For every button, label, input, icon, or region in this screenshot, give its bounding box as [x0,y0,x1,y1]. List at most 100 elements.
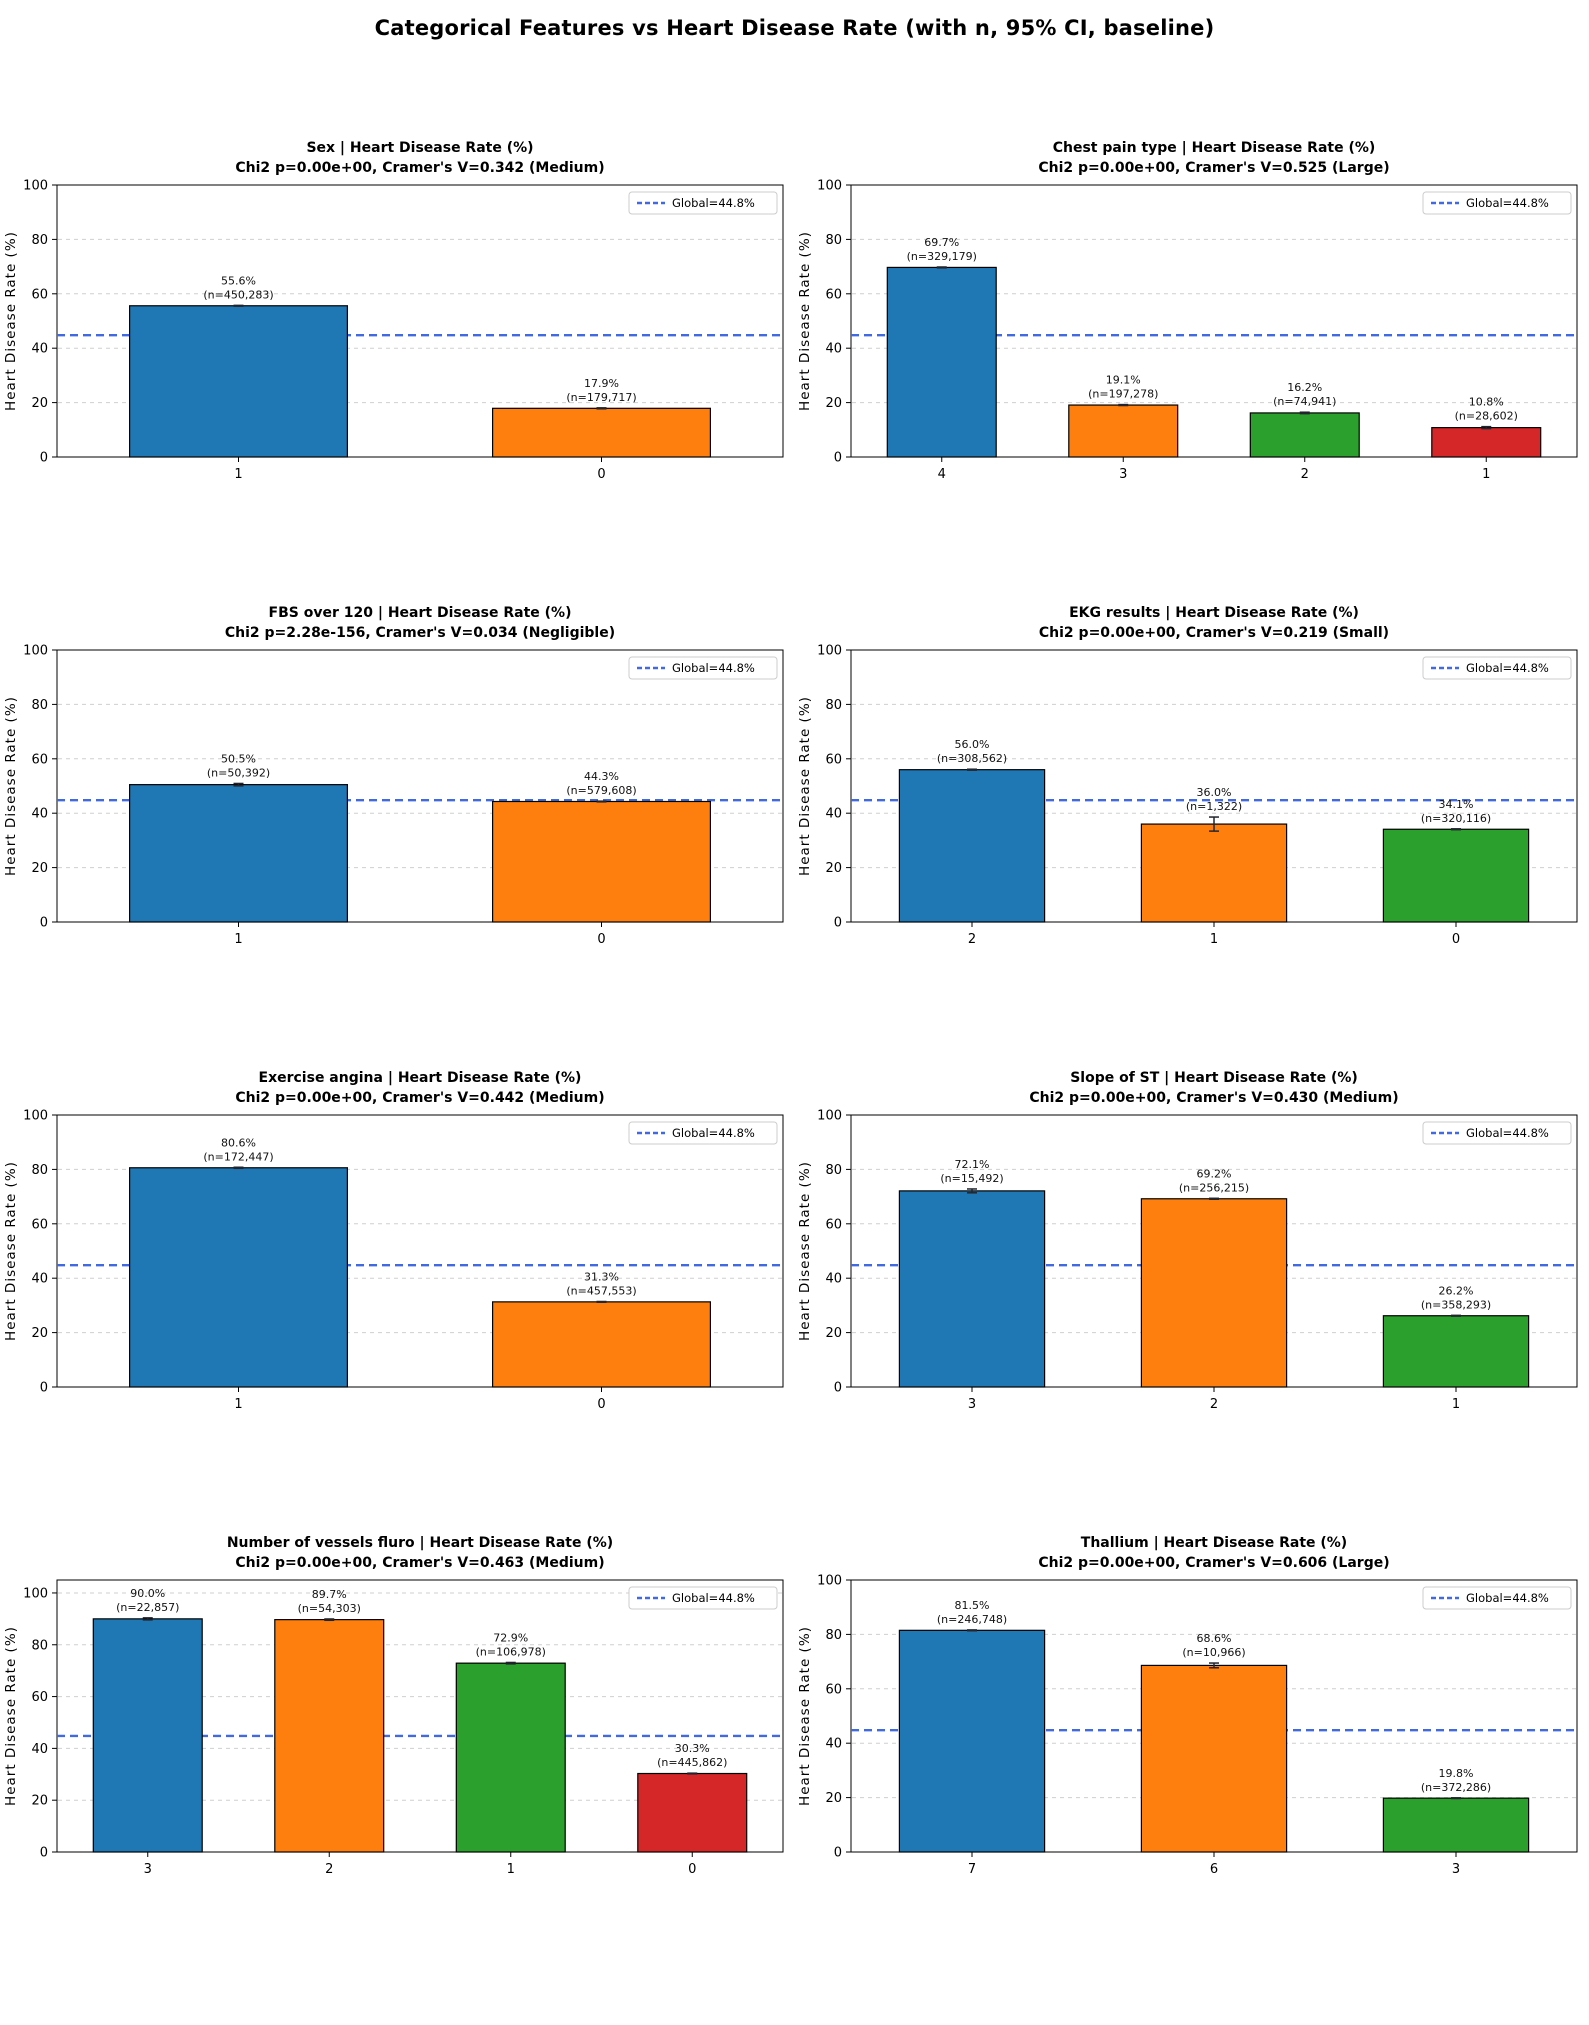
bar-count-label: (n=372,286) [1421,1781,1491,1794]
page-title: Categorical Features vs Heart Disease Ra… [374,16,1215,40]
bar-value-label: 30.3% [675,1742,710,1755]
legend-box [1422,1586,1572,1610]
y-tick-label: 100 [23,1586,48,1601]
bar-1 [1140,823,1288,923]
legend-label: Global=44.8% [672,196,755,210]
bar-count-label: (n=22,857) [116,1601,179,1614]
legend-box [1422,656,1572,680]
y-tick-label: 40 [825,1737,842,1752]
y-tick-label: 40 [31,1742,48,1757]
y-tick-label: 80 [825,698,842,713]
x-tick-label: 2 [968,932,976,947]
y-axis-label: Heart Disease Rate (%) [797,1161,813,1341]
x-tick-label: 4 [938,467,946,482]
legend-label: Global=44.8% [1466,661,1549,675]
bar-value-label: 80.6% [221,1136,256,1149]
legend-label: Global=44.8% [672,1126,755,1140]
chart-subtitle: Chi2 p=0.00e+00, Cramer's V=0.442 (Mediu… [235,1090,605,1106]
y-tick-label: 80 [31,1163,48,1178]
y-tick-label: 100 [23,1109,48,1124]
bar-1 [455,1662,566,1853]
bar-2 [898,769,1046,923]
bar-count-label: (n=106,978) [476,1645,546,1658]
chart-subtitle: Chi2 p=0.00e+00, Cramer's V=0.525 (Large… [1038,160,1390,176]
y-tick-label: 60 [825,287,842,302]
subplot-fbs-over-120: FBS over 120 | Heart Disease Rate (%) Ch… [0,603,794,1068]
x-tick-label: 2 [1210,1397,1218,1412]
bar-0 [492,1301,712,1388]
y-tick-label: 100 [817,1109,842,1124]
bar-3 [1068,404,1179,458]
x-tick-label: 1 [1210,932,1218,947]
bar-4 [886,266,997,458]
x-tick-label: 1 [1482,467,1490,482]
x-tick-label: 6 [1210,1862,1218,1877]
bar-3 [92,1618,203,1853]
y-axis-label: Heart Disease Rate (%) [3,1161,19,1341]
y-axis-label: Heart Disease Rate (%) [797,231,813,411]
legend-label: Global=44.8% [672,661,755,675]
y-tick-label: 40 [31,342,48,357]
bar-count-label: (n=197,278) [1088,388,1158,401]
x-tick-label: 1 [507,1862,515,1877]
chart-title: Exercise angina | Heart Disease Rate (%) [258,1070,582,1086]
bar-value-label: 19.8% [1439,1767,1474,1780]
bar-value-label: 17.9% [584,377,619,390]
bar-value-label: 72.1% [955,1158,990,1171]
y-tick-label: 40 [825,1272,842,1287]
bar-count-label: (n=256,215) [1179,1181,1249,1194]
x-tick-label: 0 [688,1862,696,1877]
y-tick-label: 80 [31,233,48,248]
subplot-slope-of-st: Slope of ST | Heart Disease Rate (%) Chi… [794,1068,1588,1533]
x-tick-label: 1 [234,467,242,482]
y-tick-label: 0 [834,1381,842,1396]
legend-box [628,1121,778,1145]
bar-plot: 0 20 40 60 80 100 69.7%(n=329,179) 4 19.1%(n=197… [797,179,1578,482]
chart-title: Thallium | Heart Disease Rate (%) [1080,1535,1348,1551]
bar-value-label: 90.0% [130,1587,165,1600]
x-tick-label: 0 [597,932,605,947]
legend-label: Global=44.8% [1466,1126,1549,1140]
bar-value-label: 56.0% [955,738,990,751]
bar-count-label: (n=450,283) [203,288,273,301]
bar-2 [1140,1198,1288,1388]
bar-value-label: 26.2% [1439,1284,1474,1297]
chart-title: Chest pain type | Heart Disease Rate (%) [1052,140,1376,156]
y-tick-label: 20 [825,861,842,876]
bar-3 [898,1190,1046,1388]
chart-title: FBS over 120 | Heart Disease Rate (%) [268,605,572,621]
x-tick-label: 2 [325,1862,333,1877]
y-tick-label: 80 [825,1163,842,1178]
y-tick-label: 100 [23,644,48,659]
y-tick-label: 20 [31,1326,48,1341]
bar-count-label: (n=50,392) [207,766,270,779]
y-tick-label: 0 [40,916,48,931]
legend-box [628,191,778,215]
bar-value-label: 44.3% [584,770,619,783]
y-axis-label: Heart Disease Rate (%) [3,1626,19,1806]
bar-count-label: (n=172,447) [203,1150,273,1163]
bar-1 [1382,1315,1530,1388]
y-tick-label: 80 [31,698,48,713]
charts-grid: Sex | Heart Disease Rate (%) Chi2 p=0.00… [0,138,1589,1998]
bar-value-label: 36.0% [1197,786,1232,799]
x-tick-label: 0 [597,1397,605,1412]
bar-count-label: (n=329,179) [907,250,977,263]
chart-subtitle: Chi2 p=2.28e-156, Cramer's V=0.034 (Negl… [224,625,616,641]
bar-1 [129,784,349,923]
bar-plot: 0 20 40 60 80 100 56.0%(n=308,562) 2 36.0%(n=1,3… [797,644,1578,947]
bar-count-label: (n=15,492) [940,1172,1003,1185]
legend-box [628,656,778,680]
bar-6 [1140,1664,1288,1853]
bar-value-label: 55.6% [221,274,256,287]
bar-0 [492,800,712,923]
y-tick-label: 60 [825,752,842,767]
bar-count-label: (n=54,303) [298,1602,361,1615]
bar-value-label: 31.3% [584,1270,619,1283]
bar-count-label: (n=358,293) [1421,1298,1491,1311]
y-tick-label: 20 [31,861,48,876]
bar-count-label: (n=320,116) [1421,812,1491,825]
y-tick-label: 100 [23,179,48,194]
y-tick-label: 60 [31,752,48,767]
